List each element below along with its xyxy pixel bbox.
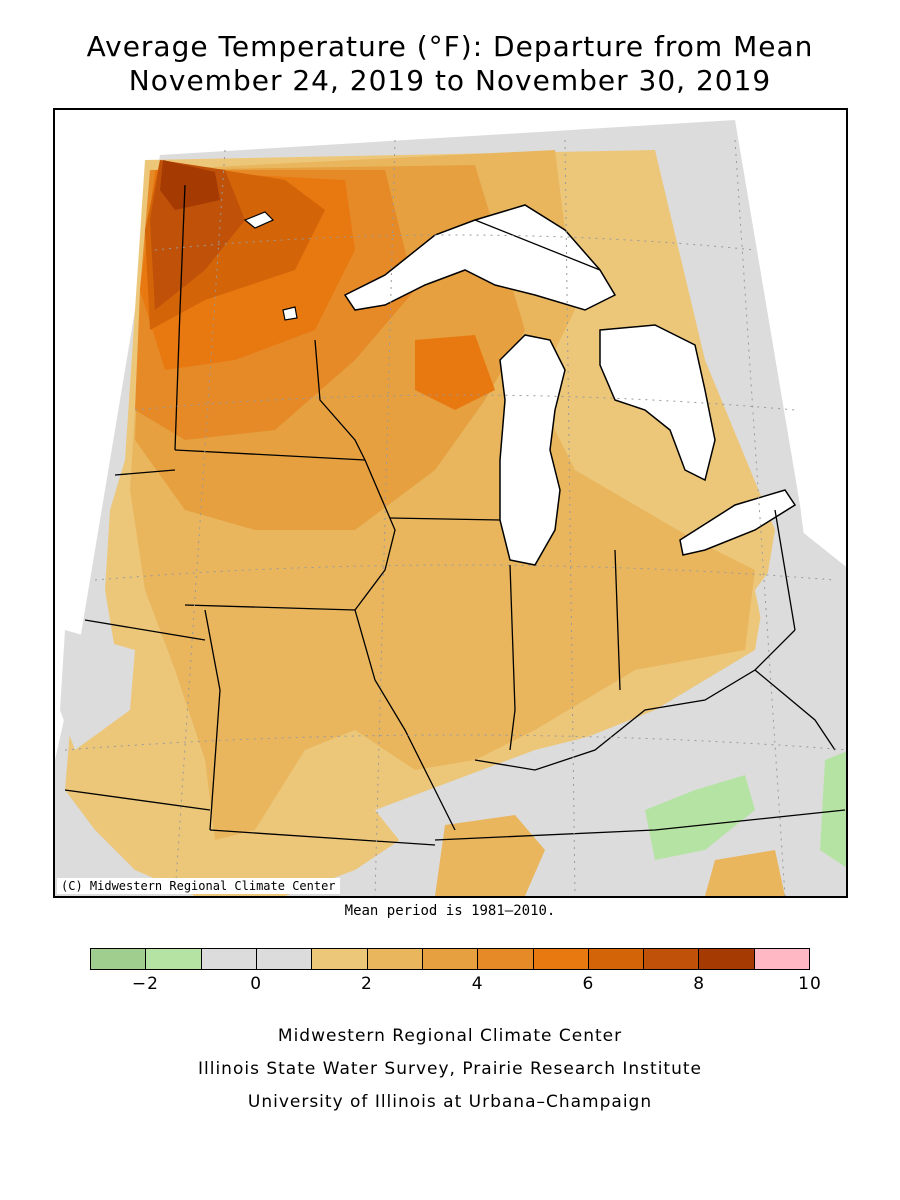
anomaly-zone-8to9 (160, 160, 220, 210)
map-title: Average Temperature (°F): Departure from… (0, 30, 900, 98)
red-lake (282, 306, 298, 321)
legend-labels: −2 0 2 4 6 8 10 (90, 974, 821, 998)
border-ia-mo (184, 604, 356, 611)
border-sd-ia (114, 469, 176, 476)
legend-tick-label: −2 (131, 974, 159, 994)
mean-period-note: Mean period is 1981–2010. (344, 903, 556, 919)
lake-of-the-woods (243, 211, 275, 229)
legend-tick-label: 10 (798, 974, 822, 994)
legend-swatch (478, 949, 534, 969)
legend-tick-label: 6 (582, 974, 595, 994)
lake-superior (343, 204, 617, 311)
border-ky-tn (434, 809, 846, 841)
anomaly-zone-negative-east (820, 751, 846, 868)
border-il-in (509, 564, 516, 751)
legend-tick-label: 4 (471, 974, 484, 994)
border-ks-mo (204, 609, 221, 831)
legend-tick-label: 2 (361, 974, 373, 994)
anomaly-zone-negative (645, 775, 755, 860)
legend-swatch (201, 949, 257, 969)
anomaly-zone-cool-east (755, 530, 846, 709)
lake-huron (599, 324, 716, 482)
title-line-2: November 24, 2019 to November 30, 2019 (128, 64, 772, 97)
border-mn-wi (314, 339, 366, 461)
legend-swatch (699, 949, 755, 969)
legend-swatch (367, 949, 423, 969)
border-ia-il (354, 459, 396, 611)
border-mi-upper (474, 219, 601, 271)
graticule (64, 139, 846, 896)
legend-swatch (533, 949, 589, 969)
border-oh-pa (774, 509, 796, 631)
border-ok-ks (64, 789, 211, 811)
border-in-oh (614, 549, 621, 691)
credit-line-3: University of Illinois at Urbana–Champai… (247, 1092, 653, 1112)
anomaly-zone-southeast-warm (705, 850, 785, 896)
legend-swatch (422, 949, 479, 969)
border-mn-ia (174, 449, 366, 461)
border-mn-nd (174, 184, 186, 451)
legend-swatch (754, 949, 810, 969)
credits: Midwestern Regional Climate Center Illin… (0, 1020, 900, 1119)
legend-tick-label: 0 (250, 974, 263, 994)
legend-swatch (644, 949, 700, 969)
border-mo-ar (209, 829, 436, 846)
legend-swatch (256, 949, 313, 969)
anomaly-zone-5to6-east (415, 335, 495, 410)
color-legend (90, 948, 810, 970)
border-mo-il (354, 609, 456, 831)
legend-tick-label: 8 (693, 974, 706, 994)
temperature-map (55, 120, 846, 896)
legend-swatch (146, 949, 202, 969)
credit-line-1: Midwestern Regional Climate Center (277, 1026, 623, 1046)
anomaly-zone-south-warm (435, 815, 545, 896)
anomaly-zone-cool-west (60, 630, 135, 750)
map-frame: (C) Midwestern Regional Climate Center (53, 108, 848, 898)
legend-swatch (312, 949, 368, 969)
state-borders (64, 184, 846, 846)
border-wi-il (389, 517, 501, 521)
border-wv-va (754, 669, 836, 751)
border-ne-ks (84, 619, 206, 641)
lake-erie (679, 489, 797, 556)
title-line-1: Average Temperature (°F): Departure from… (86, 30, 814, 63)
credit-line-2: Illinois State Water Survey, Prairie Res… (198, 1059, 702, 1079)
legend-swatch (91, 949, 147, 969)
legend-swatch (588, 949, 645, 969)
copyright-label: (C) Midwestern Regional Climate Center (57, 878, 340, 894)
lake-michigan (499, 334, 566, 566)
